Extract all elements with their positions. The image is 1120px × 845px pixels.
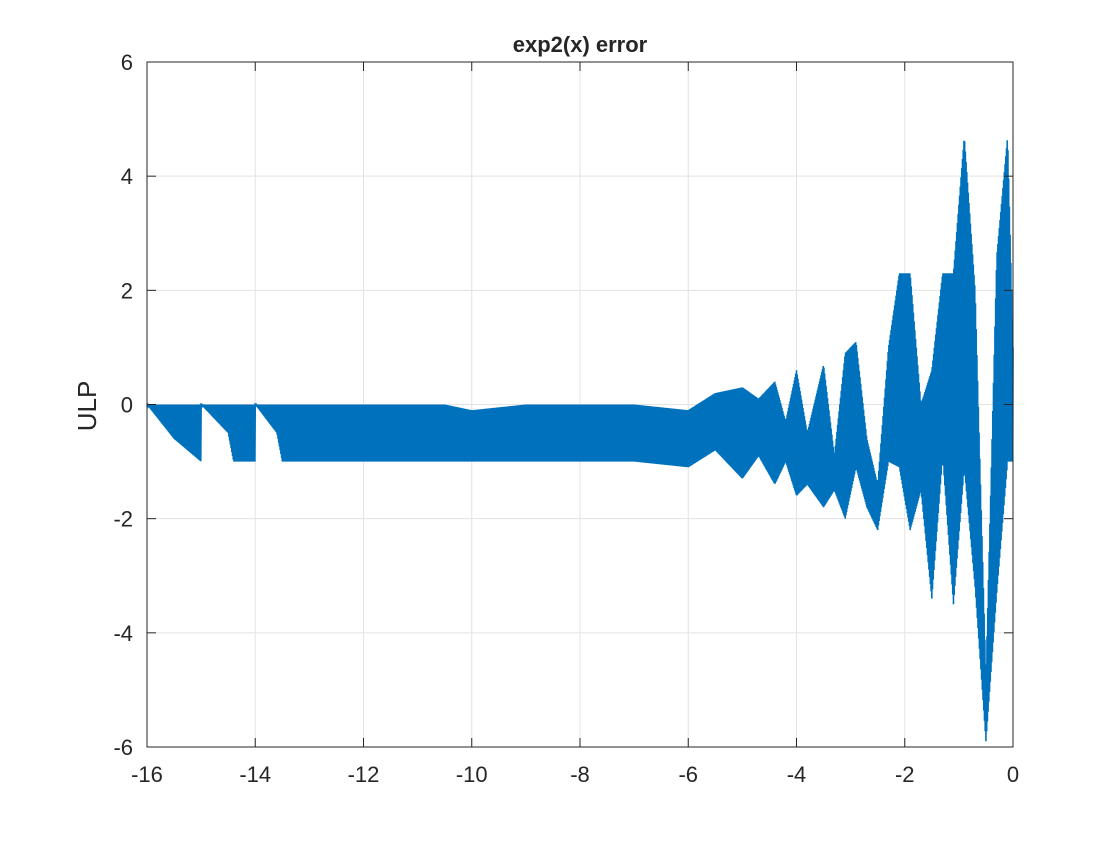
x-tick-label: -2: [895, 762, 915, 787]
y-tick-label: -4: [113, 621, 133, 646]
x-tick-label: -10: [456, 762, 488, 787]
error-series-line: [146, 140, 1014, 742]
y-tick-label: 4: [121, 164, 133, 189]
x-tick-label: -4: [787, 762, 807, 787]
y-tick-label: -6: [113, 735, 133, 760]
axes-frame: [146, 61, 1014, 748]
y-axis-label: ULP: [72, 381, 102, 432]
x-tick-label: -8: [570, 762, 590, 787]
x-tick-label: -14: [239, 762, 271, 787]
plot-area: [146, 140, 1014, 742]
y-tick-label: 0: [121, 393, 133, 418]
x-tick-label: 0: [1007, 762, 1019, 787]
chart-title: exp2(x) error: [513, 32, 648, 57]
x-tick-label: -6: [678, 762, 698, 787]
y-tick-label: -2: [113, 507, 133, 532]
y-tick-label: 6: [121, 50, 133, 75]
y-tick-label: 2: [121, 278, 133, 303]
tick-labels: -16 -14 -12 -10 -8 -6 -4 -2 0 -6 -4 -2 0 2 4 6: [113, 50, 1019, 787]
x-tick-label: -12: [348, 762, 380, 787]
x-tick-label: -16: [131, 762, 163, 787]
